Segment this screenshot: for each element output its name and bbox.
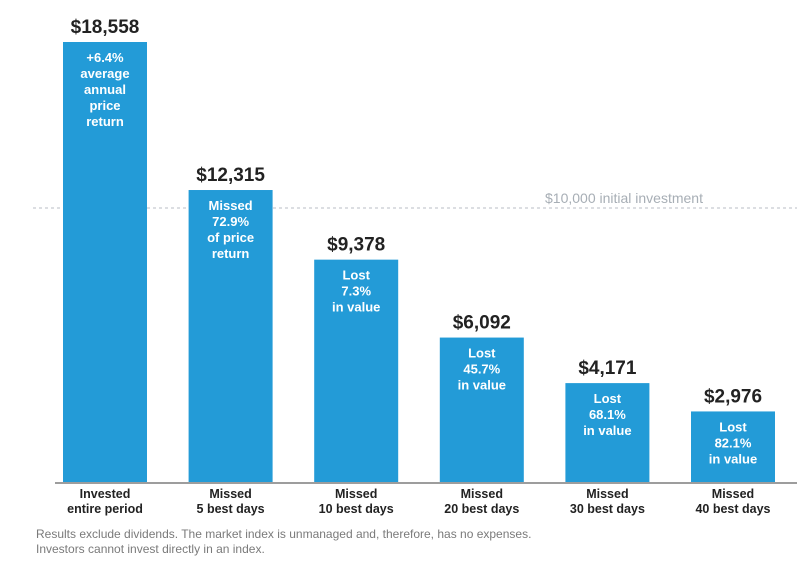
bar-annotation: 45.7%: [463, 362, 500, 377]
bar-annotation: return: [212, 246, 250, 261]
bar-annotation: Lost: [342, 268, 370, 283]
bar-annotation: in value: [332, 300, 380, 315]
bar-annotation: average: [80, 66, 129, 81]
bar-annotation: Lost: [468, 346, 496, 361]
bar-annotation: 7.3%: [341, 284, 371, 299]
value-label: $9,378: [327, 235, 385, 256]
bar-annotation: Missed: [209, 198, 253, 213]
x-tick-label: 10 best days: [319, 502, 394, 516]
bar-annotation: 82.1%: [715, 435, 752, 450]
x-tick-label: entire period: [67, 502, 143, 516]
x-tick-label: Missed: [209, 487, 251, 501]
value-label: $6,092: [453, 313, 511, 334]
bar-annotation: Lost: [719, 419, 747, 434]
x-tick-label: Invested: [80, 487, 131, 501]
bar-annotation: return: [86, 114, 124, 129]
value-label: $4,171: [578, 358, 637, 379]
footnote-line-1: Results exclude dividends. The market in…: [36, 527, 532, 541]
bar-annotation: 72.9%: [212, 214, 249, 229]
value-label: $12,315: [196, 165, 265, 186]
bar-annotation: of price: [207, 230, 254, 245]
bar-annotation: price: [89, 98, 120, 113]
x-tick-label: 40 best days: [695, 502, 770, 516]
value-label: $2,976: [704, 386, 762, 407]
bar: [439, 337, 524, 482]
bar-annotation: in value: [583, 423, 631, 438]
bar-chart: $10,000 initial investment $18,558 +6.4%av…: [33, 17, 797, 516]
x-tick-label: 20 best days: [444, 502, 519, 516]
x-tick-label: Missed: [335, 487, 377, 501]
bar-annotation: Lost: [594, 391, 622, 406]
bar: [63, 42, 147, 482]
bar-annotation: in value: [458, 378, 506, 393]
bar-annotation: in value: [709, 451, 757, 466]
x-tick-label: 5 best days: [197, 502, 265, 516]
bar-annotation: 68.1%: [589, 407, 626, 422]
bar-annotation: annual: [84, 82, 126, 97]
x-tick-label: Missed: [586, 487, 628, 501]
bar: [188, 190, 273, 482]
x-tick-label: 30 best days: [570, 502, 645, 516]
bar: [314, 259, 399, 482]
bar: [565, 383, 650, 482]
value-label: $18,558: [71, 17, 140, 38]
reference-line-label: $10,000 initial investment: [545, 190, 703, 206]
bar-annotation: +6.4%: [86, 50, 124, 65]
bar: [691, 411, 775, 482]
footnote-line-2: Investors cannot invest directly in an i…: [36, 542, 265, 556]
x-tick-label: Missed: [712, 487, 754, 501]
x-tick-label: Missed: [461, 487, 503, 501]
